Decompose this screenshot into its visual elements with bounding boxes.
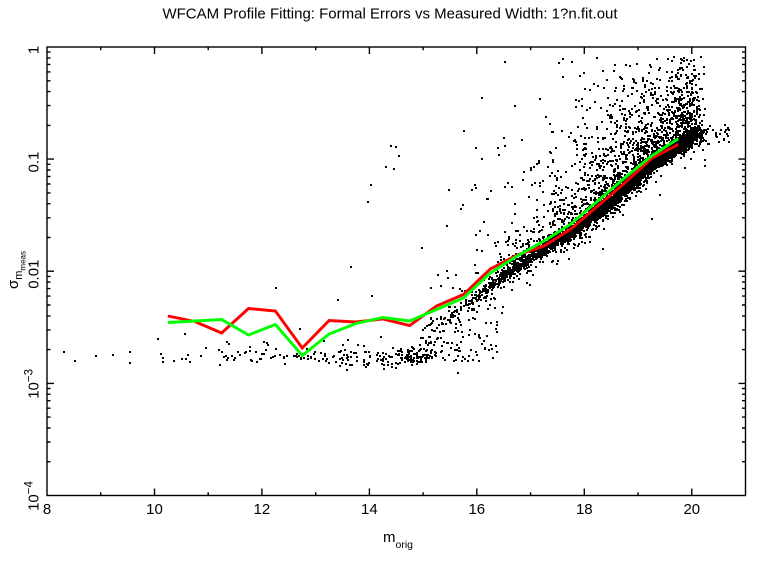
svg-text:20: 20	[683, 501, 700, 518]
svg-text:WFCAM Profile Fitting: Formal: WFCAM Profile Fitting: Formal Errors vs …	[162, 6, 618, 23]
svg-text:8: 8	[43, 501, 51, 518]
svg-text:1: 1	[26, 46, 43, 54]
svg-text:0.1: 0.1	[26, 152, 43, 173]
svg-text:14: 14	[361, 501, 378, 518]
svg-text:18: 18	[576, 501, 593, 518]
svg-text:0.01: 0.01	[26, 260, 43, 289]
svg-text:10: 10	[146, 501, 163, 518]
svg-text:16: 16	[468, 501, 485, 518]
svg-text:12: 12	[254, 501, 271, 518]
